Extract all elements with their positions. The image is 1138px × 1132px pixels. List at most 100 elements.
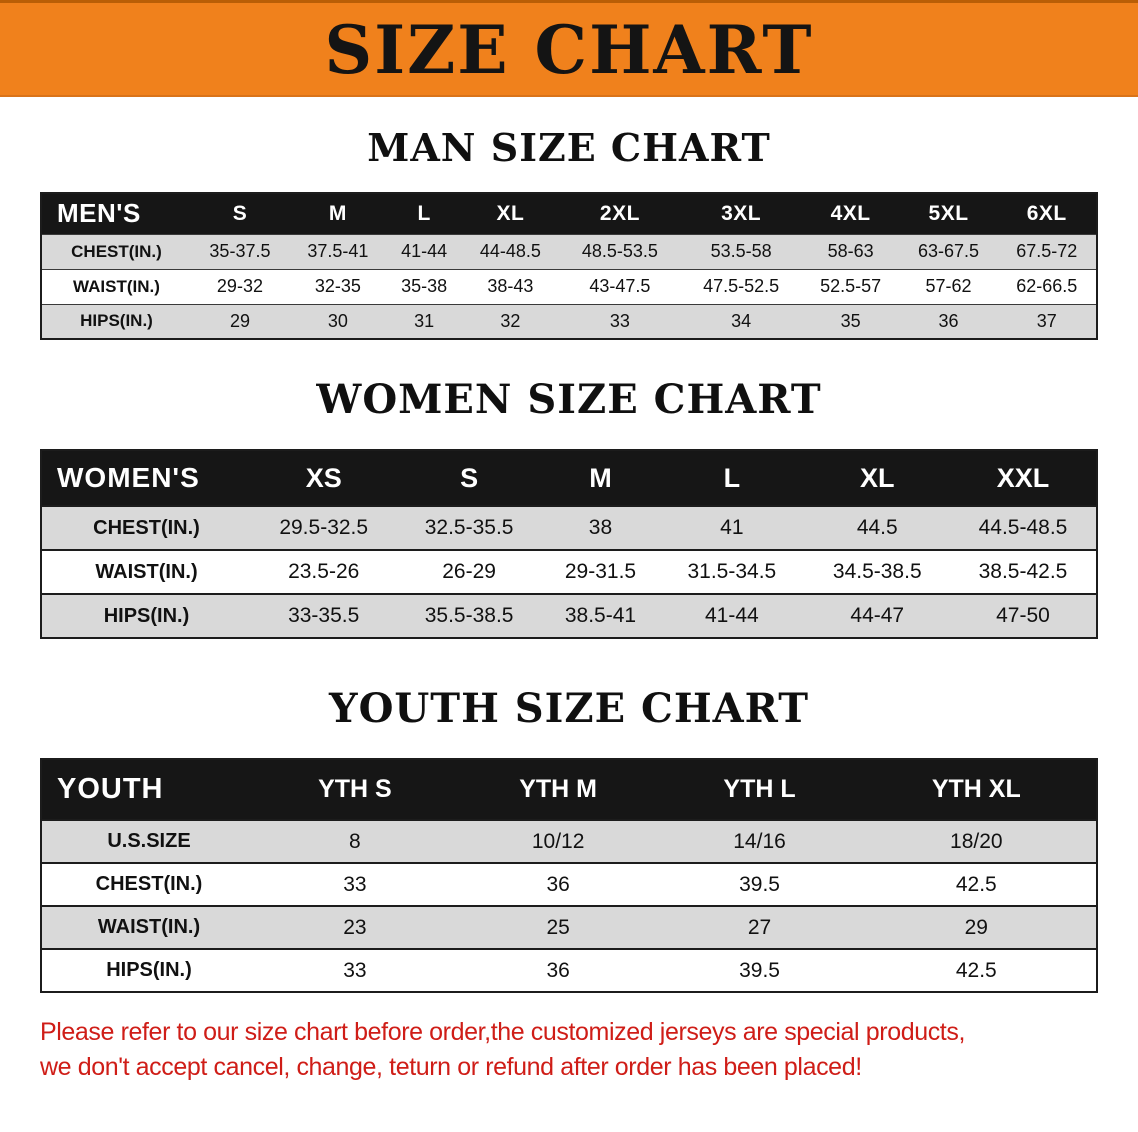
table-header-row: MEN'S S M L XL 2XL 3XL 4XL 5XL 6XL	[41, 193, 1097, 234]
value-cell: 26-29	[442, 560, 496, 583]
value-cell: 57-62	[925, 276, 972, 296]
value-cell: 53.5-58	[710, 241, 772, 261]
value-cell: 34	[731, 310, 752, 331]
men-size-section: MAN SIZE CHART MEN'S S M L XL 2XL 3XL 4XL 5XL 6XL…	[0, 125, 1138, 340]
value-cell: 44.5	[856, 516, 898, 539]
footer-notice: Please refer to our size chart before or…	[40, 1015, 1098, 1085]
value-cell: 47.5-52.5	[703, 276, 780, 296]
value-cell: 18/20	[950, 829, 1003, 853]
value-cell: 41-44	[401, 241, 448, 261]
value-cell: 42.5	[955, 958, 997, 982]
table-title-cell: MEN'S	[41, 193, 191, 234]
value-cell: 33	[343, 958, 367, 982]
value-cell: 25	[546, 915, 570, 939]
value-cell: 23.5-26	[288, 560, 360, 583]
size-header-cell: YTH L	[662, 759, 857, 820]
banner-title: SIZE CHART	[324, 11, 814, 89]
women-size-section: WOMEN SIZE CHART WOMEN'S XS S M L XL XXL CHEST(…	[0, 376, 1138, 639]
value-cell: 43-47.5	[589, 276, 651, 296]
value-cell: 38-43	[487, 276, 534, 296]
value-cell: 32	[500, 310, 521, 331]
banner: SIZE CHART	[0, 0, 1138, 97]
table-row: WAIST(IN.) 23 25 27 29	[41, 906, 1097, 949]
value-cell: 35.5-38.5	[424, 604, 514, 627]
women-size-table: WOMEN'S XS S M L XL XXL CHEST(IN.) 29.5-32.5 32.5…	[40, 449, 1098, 639]
value-cell: 33	[609, 310, 630, 331]
size-header-cell: M	[541, 450, 660, 506]
table-row: WAIST(IN.) 29-32 32-35 35-38 38-43 43-47.5 47.…	[41, 269, 1097, 304]
value-cell: 67.5-72	[1016, 241, 1078, 261]
size-header-cell: S	[191, 193, 289, 234]
value-cell: 37	[1036, 310, 1057, 331]
value-cell: 29-31.5	[564, 560, 637, 583]
value-cell: 29-32	[216, 276, 263, 296]
size-header-cell: S	[396, 450, 542, 506]
value-cell: 14/16	[733, 829, 786, 853]
table-row: U.S.SIZE 8 10/12 14/16 18/20	[41, 820, 1097, 863]
value-cell: 32.5-35.5	[424, 516, 514, 539]
row-label-cell: WAIST(IN.)	[73, 276, 160, 296]
size-header-cell: L	[659, 450, 805, 506]
size-header-cell: XS	[251, 450, 397, 506]
value-cell: 38.5-42.5	[978, 560, 1068, 583]
value-cell: 36	[938, 310, 959, 331]
size-header-cell: YTH M	[453, 759, 663, 820]
value-cell: 33	[343, 872, 367, 896]
size-header-cell: XL	[804, 450, 950, 506]
value-cell: 36	[546, 958, 570, 982]
value-cell: 29	[964, 915, 988, 939]
row-label-cell: HIPS(IN.)	[106, 959, 192, 981]
table-row: CHEST(IN.) 35-37.5 37.5-41 41-44 44-48.5 48.5…	[41, 234, 1097, 269]
women-section-heading: WOMEN SIZE CHART	[316, 376, 822, 423]
size-header-cell: XL	[461, 193, 560, 234]
table-header-row: WOMEN'S XS S M L XL XXL	[41, 450, 1097, 506]
row-label-cell: HIPS(IN.)	[80, 311, 153, 331]
value-cell: 41	[720, 516, 744, 539]
size-header-cell: YTH S	[256, 759, 454, 820]
value-cell: 34.5-38.5	[832, 560, 922, 583]
value-cell: 32-35	[314, 276, 361, 296]
table-row: WAIST(IN.) 23.5-26 26-29 29-31.5 31.5-34.5 34…	[41, 550, 1097, 594]
value-cell: 52.5-57	[820, 276, 882, 296]
value-cell: 29	[229, 310, 250, 331]
value-cell: 10/12	[531, 829, 585, 853]
value-cell: 27	[747, 915, 772, 939]
size-header-cell: 6XL	[997, 193, 1097, 234]
value-cell: 44-48.5	[479, 241, 541, 261]
table-row: HIPS(IN.) 29 30 31 32 33 34 35 36 37	[41, 304, 1097, 339]
notice-line-1: Please refer to our size chart before or…	[40, 1018, 965, 1046]
size-header-cell: M	[288, 193, 387, 234]
value-cell: 58-63	[827, 241, 874, 261]
row-label-cell: WAIST(IN.)	[97, 916, 201, 938]
table-row: CHEST(IN.) 29.5-32.5 32.5-35.5 38 41 44.5 44.5…	[41, 506, 1097, 550]
value-cell: 31	[414, 310, 435, 331]
row-label-cell: HIPS(IN.)	[103, 604, 190, 627]
table-title-cell: WOMEN'S	[41, 450, 251, 506]
value-cell: 39.5	[739, 958, 780, 982]
row-label-cell: CHEST(IN.)	[71, 241, 162, 261]
value-cell: 38	[588, 516, 613, 539]
value-cell: 30	[327, 310, 348, 331]
value-cell: 29.5-32.5	[279, 516, 369, 539]
value-cell: 42.5	[955, 872, 997, 896]
value-cell: 62-66.5	[1016, 276, 1078, 296]
value-cell: 41-44	[705, 604, 759, 627]
value-cell: 33-35.5	[288, 604, 360, 627]
row-label-cell: WAIST(IN.)	[95, 560, 198, 583]
value-cell: 23	[343, 915, 367, 939]
row-label-cell: CHEST(IN.)	[93, 516, 200, 539]
table-row: HIPS(IN.) 33 36 39.5 42.5	[41, 949, 1097, 992]
value-cell: 39.5	[739, 872, 780, 896]
youth-section-heading: YOUTH SIZE CHART	[329, 685, 809, 732]
value-cell: 35-37.5	[209, 241, 271, 261]
value-cell: 36	[546, 872, 570, 896]
men-section-heading: MAN SIZE CHART	[367, 125, 771, 170]
size-header-cell: YTH XL	[856, 759, 1097, 820]
size-header-cell: 2XL	[559, 193, 681, 234]
value-cell: 38.5-41	[564, 604, 637, 627]
value-cell: 37.5-41	[307, 241, 369, 261]
value-cell: 44-47	[850, 604, 905, 627]
value-cell: 48.5-53.5	[581, 241, 658, 261]
value-cell: 47-50	[996, 604, 1050, 627]
youth-size-section: YOUTH SIZE CHART YOUTH YTH S YTH M YTH L YTH…	[0, 685, 1138, 993]
